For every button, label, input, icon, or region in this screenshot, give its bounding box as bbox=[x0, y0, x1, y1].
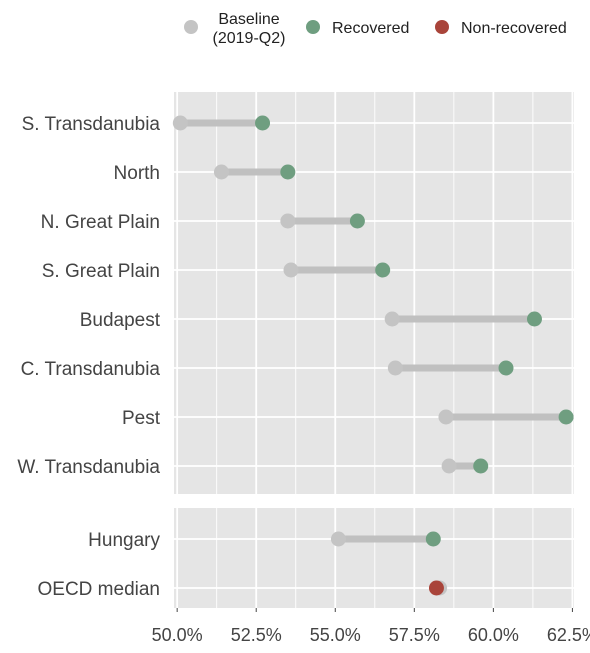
legend-marker-non-recovered bbox=[435, 20, 449, 34]
x-tick-label: 57.5% bbox=[389, 625, 440, 645]
baseline-point bbox=[172, 115, 188, 131]
row-budapest: Budapest bbox=[80, 310, 542, 331]
row-n-great-plain: N. Great Plain bbox=[41, 212, 365, 233]
x-tick-label: 60.0% bbox=[468, 625, 519, 645]
panel-1: S. Transdanubia North N. Great Plain S. Gre… bbox=[17, 92, 574, 494]
x-tick-label: 55.0% bbox=[310, 625, 361, 645]
recovered-point bbox=[255, 115, 271, 131]
row-s-great-plain: S. Great Plain bbox=[42, 261, 391, 282]
legend-label: Recovered bbox=[332, 20, 409, 37]
recovered-point bbox=[349, 213, 365, 229]
category-label: N. Great Plain bbox=[41, 212, 160, 233]
recovered-point bbox=[425, 531, 441, 547]
panel-background bbox=[174, 508, 574, 608]
legend: Baseline (2019-Q2) Recovered Non-recovered bbox=[184, 11, 567, 47]
baseline-point bbox=[283, 262, 299, 278]
x-axis: 50.0% 52.5% 55.0% 57.5% 60.0% 62.5% bbox=[152, 608, 590, 645]
plot-panels: S. Transdanubia North N. Great Plain S. Gre… bbox=[17, 92, 574, 608]
x-tick-label: 62.5% bbox=[547, 625, 590, 645]
recovered-point bbox=[498, 360, 514, 376]
category-label: Budapest bbox=[80, 310, 161, 331]
legend-item-baseline: Baseline (2019-Q2) bbox=[184, 11, 285, 47]
recovered-point bbox=[526, 311, 542, 327]
panel-2: Hungary OECD median bbox=[38, 508, 574, 608]
category-label: S. Great Plain bbox=[42, 261, 160, 282]
legend-label-line2: (2019-Q2) bbox=[213, 30, 286, 47]
baseline-point bbox=[438, 409, 454, 425]
category-label: North bbox=[114, 163, 160, 184]
legend-marker-recovered bbox=[306, 20, 320, 34]
category-label: Pest bbox=[122, 408, 161, 429]
baseline-point bbox=[441, 458, 457, 474]
legend-label: Baseline bbox=[218, 11, 279, 28]
non-recovered-point bbox=[428, 580, 444, 596]
row-oecd-median: OECD median bbox=[38, 579, 448, 600]
row-pest: Pest bbox=[122, 408, 574, 429]
recovered-point bbox=[558, 409, 574, 425]
legend-item-recovered: Recovered bbox=[306, 20, 409, 37]
row-north: North bbox=[114, 163, 296, 184]
recovered-point bbox=[473, 458, 489, 474]
panel-background bbox=[174, 92, 574, 494]
row-c-transdanubia: C. Transdanubia bbox=[21, 359, 514, 380]
category-label: OECD median bbox=[38, 579, 161, 600]
legend-label: Non-recovered bbox=[461, 20, 567, 37]
baseline-point bbox=[280, 213, 296, 229]
legend-item-non-recovered: Non-recovered bbox=[435, 20, 567, 37]
x-tick-label: 52.5% bbox=[231, 625, 282, 645]
recovered-point bbox=[280, 164, 296, 180]
baseline-point bbox=[384, 311, 400, 327]
row-hungary: Hungary bbox=[88, 530, 441, 551]
recovered-point bbox=[375, 262, 391, 278]
legend-marker-baseline bbox=[184, 20, 198, 34]
row-s-transdanubia: S. Transdanubia bbox=[22, 114, 271, 135]
category-label: S. Transdanubia bbox=[22, 114, 161, 135]
baseline-point bbox=[387, 360, 403, 376]
x-tick-label: 50.0% bbox=[152, 625, 203, 645]
baseline-point bbox=[330, 531, 346, 547]
row-w-transdanubia: W. Transdanubia bbox=[17, 457, 489, 478]
category-label: W. Transdanubia bbox=[17, 457, 160, 478]
baseline-point bbox=[213, 164, 229, 180]
category-label: Hungary bbox=[88, 530, 160, 551]
category-label: C. Transdanubia bbox=[21, 359, 161, 380]
